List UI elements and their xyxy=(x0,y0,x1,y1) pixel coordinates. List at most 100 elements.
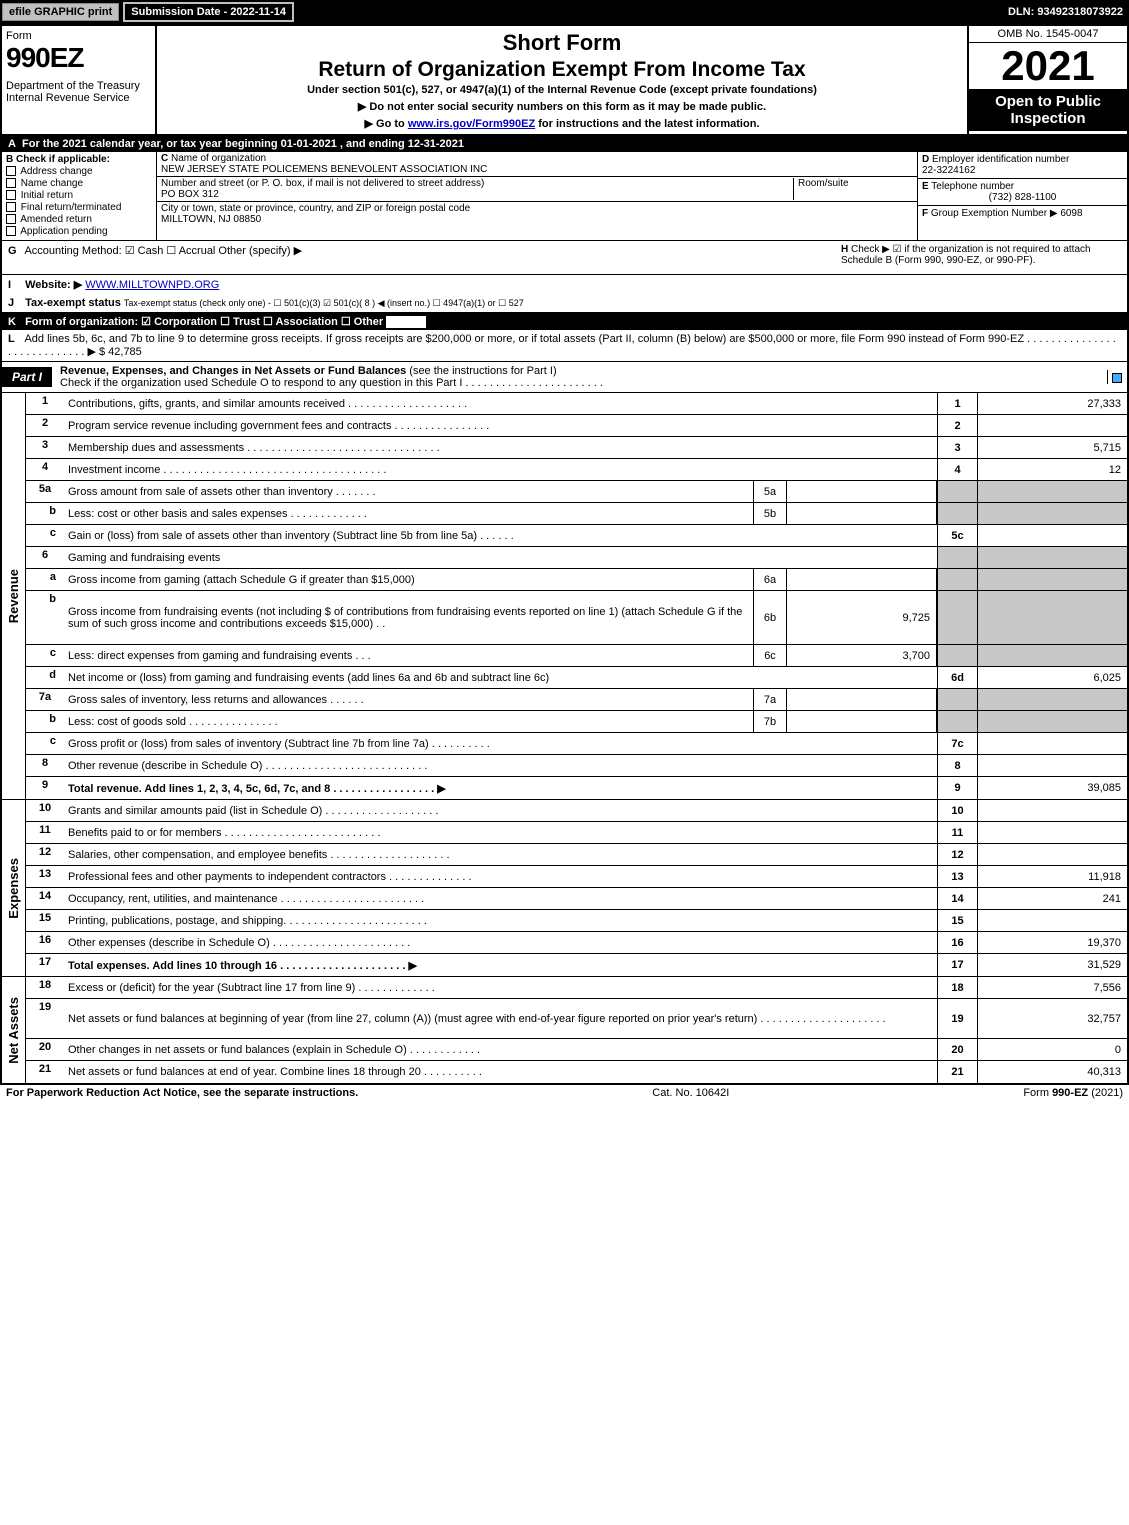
l6-num: 6 xyxy=(26,547,64,568)
g-text: Accounting Method: ☑ Cash ☐ Accrual Othe… xyxy=(24,245,302,257)
l13-num: 13 xyxy=(26,866,64,887)
short-form-title: Short Form xyxy=(165,30,959,56)
l5c-rn: 5c xyxy=(937,525,977,546)
l6a-rn xyxy=(937,569,977,590)
l14-desc: Occupancy, rent, utilities, and maintena… xyxy=(64,888,937,909)
d-label: Employer identification number xyxy=(932,154,1069,165)
chk-final-return[interactable] xyxy=(6,202,16,212)
l6b-mn: 6b xyxy=(753,591,787,644)
l6b-rv xyxy=(977,591,1127,644)
l9-desc: Total revenue. Add lines 1, 2, 3, 4, 5c,… xyxy=(64,777,937,799)
l7b-mv xyxy=(787,711,937,732)
chk-address-change[interactable] xyxy=(6,166,16,176)
l7a-rv xyxy=(977,689,1127,710)
l5c-rv xyxy=(977,525,1127,546)
l1-rn: 1 xyxy=(937,393,977,414)
efile-print-button[interactable]: efile GRAPHIC print xyxy=(2,3,119,21)
l8-num: 8 xyxy=(26,755,64,776)
net-assets-grid: Net Assets 18Excess or (deficit) for the… xyxy=(2,977,1127,1083)
l3-num: 3 xyxy=(26,437,64,458)
submission-date: Submission Date - 2022-11-14 xyxy=(123,2,294,22)
l17-desc: Total expenses. Add lines 10 through 16 … xyxy=(64,954,937,976)
tax-year: 2021 xyxy=(969,43,1127,89)
l21-desc: Net assets or fund balances at end of ye… xyxy=(64,1061,937,1083)
row-i: I Website: ▶ WWW.MILLTOWNPD.ORG xyxy=(2,275,1127,294)
l3-rn: 3 xyxy=(937,437,977,458)
l4-desc: Investment income . . . . . . . . . . . … xyxy=(64,459,937,480)
l18-rn: 18 xyxy=(937,977,977,998)
l14-rv: 241 xyxy=(977,888,1127,909)
chk-amended-return[interactable] xyxy=(6,214,16,224)
l5b-mn: 5b xyxy=(753,503,787,524)
website-link[interactable]: WWW.MILLTOWNPD.ORG xyxy=(85,279,219,291)
b-label: Check if applicable: xyxy=(16,154,110,165)
omb-number: OMB No. 1545-0047 xyxy=(969,26,1127,43)
l7a-num: 7a xyxy=(26,689,64,710)
form-number: 990EZ xyxy=(6,42,151,74)
l11-rn: 11 xyxy=(937,822,977,843)
opt-name-change: Name change xyxy=(21,178,83,189)
col-c: C Name of organizationNEW JERSEY STATE P… xyxy=(157,152,917,240)
chk-initial-return[interactable] xyxy=(6,190,16,200)
l6d-rv: 6,025 xyxy=(977,667,1127,688)
expenses-label-text: Expenses xyxy=(6,858,21,919)
l6c-rn xyxy=(937,645,977,666)
l6b-desc: Gross income from fundraising events (no… xyxy=(64,591,753,644)
part1-checkbox[interactable] xyxy=(1112,373,1122,383)
l1-rv: 27,333 xyxy=(977,393,1127,414)
l11-num: 11 xyxy=(26,822,64,843)
l20-rn: 20 xyxy=(937,1039,977,1060)
i-pre: Website: ▶ xyxy=(25,279,82,291)
l6c-rv xyxy=(977,645,1127,666)
l21-rn: 21 xyxy=(937,1061,977,1083)
l8-desc: Other revenue (describe in Schedule O) .… xyxy=(64,755,937,776)
l7b-rn xyxy=(937,711,977,732)
l6c-mn: 6c xyxy=(753,645,787,666)
row-g: G Accounting Method: ☑ Cash ☐ Accrual Ot… xyxy=(2,241,1127,275)
chk-name-change[interactable] xyxy=(6,178,16,188)
l7a-rn xyxy=(937,689,977,710)
l15-rv xyxy=(977,910,1127,931)
l16-desc: Other expenses (describe in Schedule O) … xyxy=(64,932,937,953)
l19-rn: 19 xyxy=(937,999,977,1038)
note-link: ▶ Go to www.irs.gov/Form990EZ for instru… xyxy=(165,117,959,130)
org-name: NEW JERSEY STATE POLICEMENS BENEVOLENT A… xyxy=(161,164,487,175)
form-label: Form xyxy=(6,30,151,42)
l19-desc: Net assets or fund balances at beginning… xyxy=(64,999,937,1038)
street-label: Number and street (or P. O. box, if mail… xyxy=(161,178,484,189)
l6-rv xyxy=(977,547,1127,568)
l5c-num: c xyxy=(26,525,64,546)
revenue-grid: Revenue 1Contributions, gifts, grants, a… xyxy=(2,393,1127,800)
l20-desc: Other changes in net assets or fund bala… xyxy=(64,1039,937,1060)
l-text: Add lines 5b, 6c, and 7b to line 9 to de… xyxy=(8,333,1116,358)
l6a-rv xyxy=(977,569,1127,590)
l11-rv xyxy=(977,822,1127,843)
l7c-rn: 7c xyxy=(937,733,977,754)
irs-link[interactable]: www.irs.gov/Form990EZ xyxy=(408,118,535,130)
header-left: Form 990EZ Department of the Treasury In… xyxy=(2,26,157,134)
row-j: J Tax-exempt status Tax-exempt status (c… xyxy=(2,294,1127,313)
k-other-input[interactable] xyxy=(386,316,426,328)
l6d-desc: Net income or (loss) from gaming and fun… xyxy=(64,667,937,688)
dept-label: Department of the Treasury Internal Reve… xyxy=(6,80,151,104)
l20-rv: 0 xyxy=(977,1039,1127,1060)
l6d-num: d xyxy=(26,667,64,688)
net-assets-label-text: Net Assets xyxy=(6,997,21,1064)
k-text: Form of organization: ☑ Corporation ☐ Tr… xyxy=(25,316,383,328)
l17-rv: 31,529 xyxy=(977,954,1127,976)
top-bar: efile GRAPHIC print Submission Date - 20… xyxy=(0,0,1129,24)
group-exemption: ▶ 6098 xyxy=(1050,208,1083,219)
room-label: Room/suite xyxy=(798,178,849,189)
l5c-desc: Gain or (loss) from sale of assets other… xyxy=(64,525,937,546)
l7a-mv xyxy=(787,689,937,710)
l7a-mn: 7a xyxy=(753,689,787,710)
l6a-mv xyxy=(787,569,937,590)
l4-rv: 12 xyxy=(977,459,1127,480)
l6-desc: Gaming and fundraising events xyxy=(64,547,937,568)
chk-application-pending[interactable] xyxy=(6,226,16,236)
row-l: L Add lines 5b, 6c, and 7b to line 9 to … xyxy=(2,330,1127,362)
footer-cat: Cat. No. 10642I xyxy=(652,1087,729,1099)
l18-rv: 7,556 xyxy=(977,977,1127,998)
page-footer: For Paperwork Reduction Act Notice, see … xyxy=(0,1085,1129,1101)
l15-desc: Printing, publications, postage, and shi… xyxy=(64,910,937,931)
